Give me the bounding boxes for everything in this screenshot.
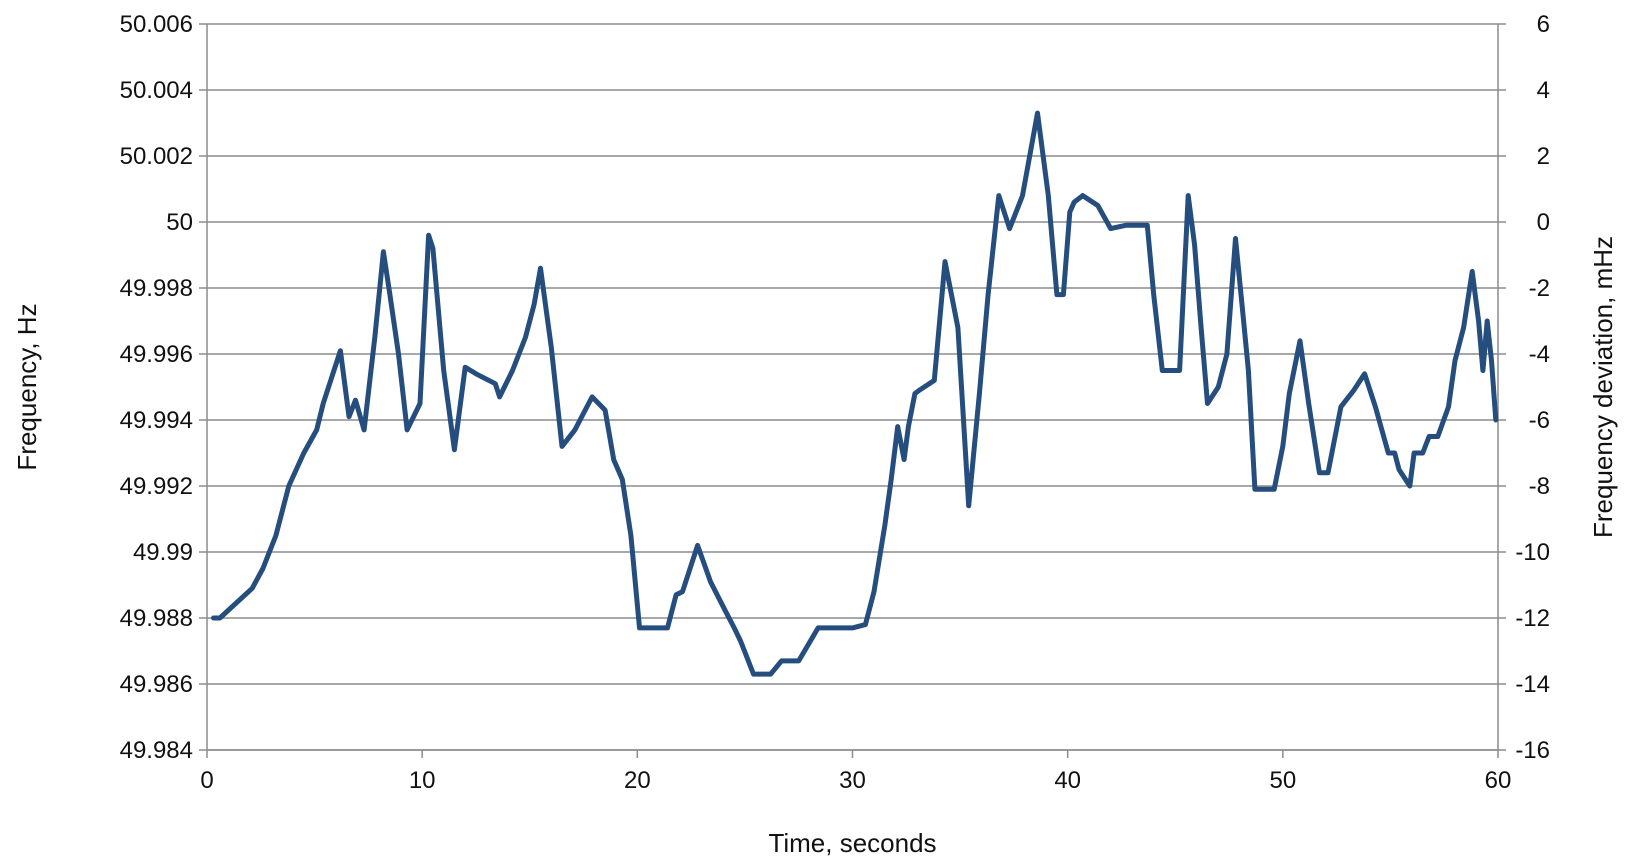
y2-tick-label-10: 4 (1537, 77, 1550, 104)
y2-tick-label-7: -2 (1529, 275, 1550, 302)
y2-tick-label-6: -4 (1529, 341, 1550, 368)
x-axis-title: Time, seconds (768, 828, 936, 858)
right-y-axis-title: Frequency deviation, mHz (1588, 236, 1618, 538)
x-axis-ticks: 0 10 20 30 40 50 60 (200, 750, 1511, 794)
x-tick-label-2: 20 (624, 767, 651, 794)
y-tick-label-2: 49.988 (120, 605, 193, 632)
right-y-axis-ticks: -16 -14 -12 -10 -8 -6 -4 -2 0 2 4 6 (1498, 11, 1550, 764)
y-tick-label-8: 50 (166, 209, 193, 236)
y-tick-label-6: 49.996 (120, 341, 193, 368)
y2-tick-label-5: -6 (1529, 407, 1550, 434)
y-tick-label-3: 49.99 (133, 539, 193, 566)
y-tick-label-0: 49.984 (120, 737, 193, 764)
y2-tick-label-8: 0 (1537, 209, 1550, 236)
x-tick-label-1: 10 (409, 767, 436, 794)
y-tick-label-11: 50.006 (120, 11, 193, 38)
y-tick-label-10: 50.004 (120, 77, 193, 104)
x-tick-label-5: 50 (1269, 767, 1296, 794)
left-y-axis-ticks: 49.984 49.986 49.988 49.99 49.992 49.994 49.99… (120, 11, 207, 764)
x-tick-label-4: 40 (1054, 767, 1081, 794)
y2-tick-label-2: -12 (1515, 605, 1550, 632)
x-tick-label-6: 60 (1485, 767, 1512, 794)
series-line-0 (211, 110, 1499, 677)
gridlines (207, 23, 1498, 751)
y2-tick-label-11: 6 (1537, 11, 1550, 38)
x-tick-label-0: 0 (200, 767, 213, 794)
x-tick-label-3: 30 (839, 767, 866, 794)
y-tick-label-5: 49.994 (120, 407, 193, 434)
y-tick-label-9: 50.002 (120, 143, 193, 170)
y2-tick-label-0: -16 (1515, 737, 1550, 764)
y2-tick-label-4: -8 (1529, 473, 1550, 500)
series-layer (211, 110, 1499, 677)
y-tick-label-4: 49.992 (120, 473, 193, 500)
y2-tick-label-1: -14 (1515, 671, 1550, 698)
y-tick-label-1: 49.986 (120, 671, 193, 698)
y2-tick-label-9: 2 (1537, 143, 1550, 170)
y-tick-label-7: 49.998 (120, 275, 193, 302)
y2-tick-label-3: -10 (1515, 539, 1550, 566)
left-y-axis-title: Frequency, Hz (12, 303, 42, 470)
